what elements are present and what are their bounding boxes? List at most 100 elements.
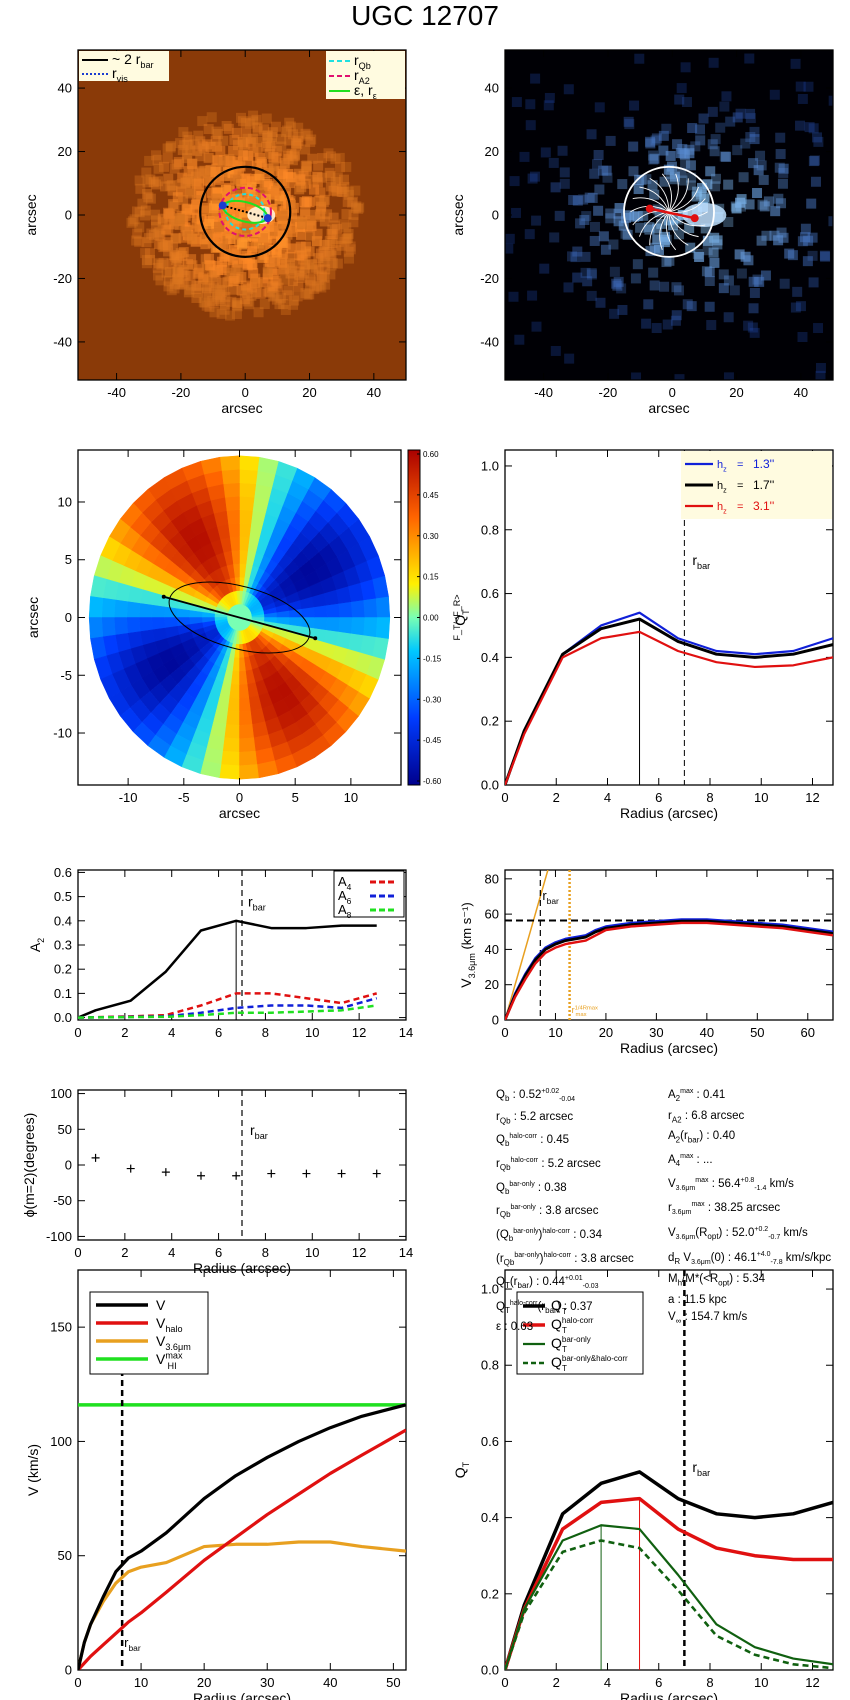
image-pixel [212,228,223,239]
image-pixel [695,135,706,146]
image-pixel [570,252,581,263]
image-pixel [140,205,151,216]
x-tick-label: 10 [548,1025,562,1040]
series-line [505,1524,833,1670]
image-pixel [180,210,191,221]
image-pixel [718,269,729,280]
image-pixel [201,283,212,294]
image-pixel [264,287,275,298]
image-pixel [192,146,203,157]
image-pixel [262,267,273,278]
image-pixel [350,202,361,213]
panel-force-field-image: -40 -20 0 20 40 -40 -20 0 20 40 arcsec arcsec [450,49,834,416]
image-pixel [191,284,202,295]
image-pixel [172,266,183,277]
image-pixel [341,234,352,245]
image-pixel [773,235,784,246]
image-pixel [257,252,268,263]
image-pixel [514,334,525,345]
image-pixel [299,268,310,279]
image-pixel [628,141,639,152]
image-pixel [559,178,570,189]
data-point [232,1171,241,1180]
y-tick-label: 0.8 [481,1358,499,1373]
circle-rA2 [218,186,272,237]
image-pixel [191,199,202,210]
image-pixel [550,345,561,356]
parameter-line: A4max : ... [668,1153,713,1169]
y-tick-label: 60 [485,907,499,922]
image-pixel [616,283,627,294]
x-tick-label: 6 [655,790,662,805]
image-pixel [192,269,203,280]
image-pixel [601,165,612,176]
image-pixel [808,156,819,167]
heatmap-cell [151,604,166,618]
image-pixel [203,228,214,239]
image-pixel [700,223,711,234]
parameter-line: a : 11.5 kpc [668,1294,727,1307]
heatmap-cell [239,764,260,780]
image-pixel [244,299,255,310]
y-tick-label: 0.6 [54,865,72,880]
image-pixel [530,73,541,84]
image-pixel [325,269,336,280]
image-pixel [647,180,658,191]
image-pixel [208,283,219,294]
image-pixel [508,291,519,302]
force-vector [632,197,670,213]
y-axis-label: ϕ(m=2)(degrees) [21,1113,37,1218]
image-pixel [808,277,819,288]
image-pixel [723,312,734,323]
image-pixel [685,180,696,191]
image-pixel [223,123,234,134]
image-pixel [148,177,159,188]
image-pixel [152,262,163,273]
force-vector [668,173,679,213]
image-pixel [335,162,346,173]
heatmap-cell [239,549,248,565]
image-pixel [304,289,315,300]
image-pixel [232,140,243,151]
image-pixel [718,283,729,294]
image-pixel [745,113,756,124]
image-pixel [586,290,597,301]
image-pixel [348,209,359,220]
x-tick-label: 4 [168,1025,175,1040]
image-pixel [169,250,180,261]
image-pixel [550,182,561,193]
image-pixel [709,257,720,268]
image-pixel [262,130,273,141]
image-pixel [175,138,186,149]
image-pixel [673,285,684,296]
image-pixel [578,194,589,205]
image-pixel [296,272,307,283]
image-pixel [218,238,229,249]
y-tick-label: -50 [53,1193,72,1208]
image-pixel [540,147,551,158]
image-pixel [187,233,198,244]
image-pixel [212,154,223,165]
image-pixel [239,211,250,222]
x-axis-label: arcsec [221,400,262,416]
image-pixel [609,308,620,319]
image-pixel [586,129,597,140]
image-pixel [171,159,182,170]
image-pixel [589,235,600,246]
image-pixel [268,256,279,267]
image-pixel [240,117,251,128]
y-axis-label: QT [452,1461,471,1478]
image-pixel [239,294,250,305]
image-pixel [326,260,337,271]
image-pixel [185,280,196,291]
image-pixel [769,89,780,100]
plot-frame [504,869,834,1021]
y-tick-label: 0.6 [481,586,499,601]
legend-prefix: hz [717,501,727,515]
y-tick-label: 0.1 [54,986,72,1001]
image-pixel [706,320,717,331]
image-pixel [140,248,151,259]
colorbar-tick-label: -0.15 [423,654,442,663]
image-pixel [680,158,691,169]
